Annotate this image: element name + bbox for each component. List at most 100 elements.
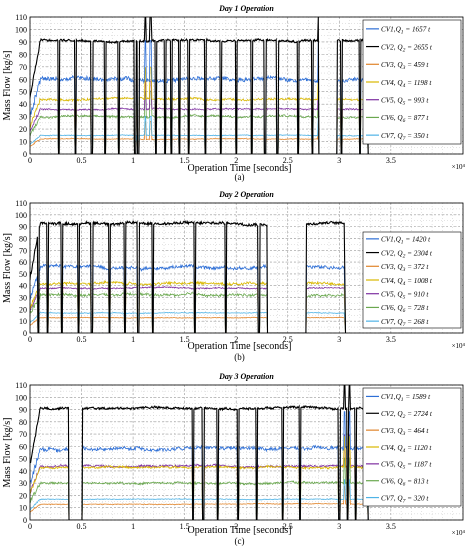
x-tick-label: 2 xyxy=(234,156,238,165)
y-tick-label: 80 xyxy=(19,418,27,427)
y-axis-label: Mass Flow [kg/s] xyxy=(2,50,13,120)
y-tick-label: 60 xyxy=(19,258,27,267)
series-line-cv1 xyxy=(30,263,346,333)
chart-title: Day 2 Operation xyxy=(218,190,274,199)
y-tick-label: 110 xyxy=(15,199,27,208)
x-tick-label: 3.5 xyxy=(386,522,396,531)
legend-entry-cv4: CV4, Q4 = 1120 t xyxy=(381,444,432,454)
x-axis-label: Operation Time [seconds] xyxy=(188,525,292,536)
x-tick-label: 1 xyxy=(131,335,135,344)
series-line-cv2 xyxy=(30,17,369,154)
y-tick-label: 40 xyxy=(19,282,27,291)
series-line-cv2 xyxy=(30,220,347,333)
legend-entry-cv7: CV7, Q7 = 320 t xyxy=(381,494,429,504)
legend-entry-cv1: CV1,Q1 = 1420 t xyxy=(381,236,431,246)
series-line-cv7 xyxy=(30,311,346,333)
x-tick-label: 1.5 xyxy=(180,522,190,531)
y-tick-label: 100 xyxy=(15,393,27,402)
y-tick-label: 40 xyxy=(19,100,27,109)
x-tick-label: 1 xyxy=(131,522,135,531)
legend-entry-cv3: CV3, Q3 = 459 t xyxy=(381,61,429,71)
y-tick-label: 40 xyxy=(19,467,27,476)
x-tick-label: 2.5 xyxy=(283,156,293,165)
x-tick-label: 0 xyxy=(28,335,32,344)
axes-frame xyxy=(29,16,464,155)
y-tick-label: 10 xyxy=(19,504,27,513)
y-tick-label: 20 xyxy=(19,305,27,314)
y-tick-label: 70 xyxy=(19,430,27,439)
legend-entry-cv1: CV1,Q1 = 1589 t xyxy=(381,393,431,403)
y-tick-label: 50 xyxy=(19,270,27,279)
legend: CV1,Q1 = 1657 t CV2, Q2 = 2655 t CV3, Q3 =… xyxy=(362,19,462,145)
legend-entry-cv5: CV5, Q5 = 1187 t xyxy=(381,461,432,471)
y-tick-label: 80 xyxy=(19,50,27,59)
series-line-cv1 xyxy=(30,411,369,520)
y-tick-label: 50 xyxy=(19,455,27,464)
series-line-cv5 xyxy=(30,285,346,333)
chart-panel-2: 0 0.5 1 1.5 2 2.5 3 3.5010203040506070809010011… xyxy=(2,190,466,362)
y-tick-label: 100 xyxy=(15,25,27,34)
x-tick-label: 0 xyxy=(28,522,32,531)
y-tick-label: 90 xyxy=(19,38,27,47)
y-tick-label: 90 xyxy=(19,223,27,232)
legend-entry-cv7: CV7, Q7 = 350 t xyxy=(381,132,429,142)
x-axis-exponent: ×10⁴ xyxy=(452,163,466,171)
legend-entry-cv2: CV2, Q2 = 2304 t xyxy=(381,249,433,259)
x-tick-label: 3 xyxy=(337,156,341,165)
x-axis-label: Operation Time [seconds] xyxy=(188,163,292,174)
legend-entry-cv3: CV3, Q3 = 372 t xyxy=(381,263,429,273)
x-axis-exponent: ×10⁴ xyxy=(452,342,466,350)
legend-entry-cv6: CV6, Q6 = 877 t xyxy=(381,114,429,124)
axes-frame xyxy=(29,384,464,521)
x-tick-label: 2 xyxy=(234,335,238,344)
panel-caption: (c) xyxy=(235,536,245,546)
y-tick-label: 80 xyxy=(19,234,27,243)
x-tick-label: 1 xyxy=(131,156,135,165)
chart-title: Day 3 Operation xyxy=(218,372,274,381)
x-tick-label: 0.5 xyxy=(77,522,87,531)
legend-entry-cv5: CV5, Q5 = 910 t xyxy=(381,291,429,301)
series-line-cv3 xyxy=(30,485,369,520)
x-tick-label: 3.5 xyxy=(386,335,396,344)
legend: CV1,Q1 = 1589 t CV2, Q2 = 2724 t CV3, Q3 =… xyxy=(362,387,462,507)
y-tick-label: 20 xyxy=(19,491,27,500)
y-tick-label: 110 xyxy=(15,13,27,22)
series-line-cv2 xyxy=(30,385,369,520)
legend-entry-cv1: CV1,Q1 = 1657 t xyxy=(381,26,431,36)
y-tick-label: 0 xyxy=(23,150,27,159)
y-tick-label: 20 xyxy=(19,125,27,134)
chart-title: Day 1 Operation xyxy=(218,4,274,13)
x-tick-label: 1.5 xyxy=(180,335,190,344)
series-line-cv6 xyxy=(30,457,369,520)
series-line-cv4 xyxy=(30,279,346,333)
legend-entry-cv6: CV6, Q6 = 728 t xyxy=(381,304,429,314)
y-tick-label: 90 xyxy=(19,406,27,415)
y-axis-label: Mass Flow [kg/s] xyxy=(2,417,13,487)
y-tick-label: 10 xyxy=(19,317,27,326)
x-tick-label: 2.5 xyxy=(283,522,293,531)
x-tick-label: 0.5 xyxy=(77,335,87,344)
chart-panel-3: 0 0.5 1 1.5 2 2.5 3 3.5010203040506070809010011… xyxy=(2,372,466,546)
axes-frame xyxy=(29,202,464,334)
y-tick-label: 60 xyxy=(19,442,27,451)
x-tick-label: 0 xyxy=(28,156,32,165)
x-tick-label: 0.5 xyxy=(77,156,87,165)
series-lines xyxy=(30,220,347,333)
y-tick-label: 30 xyxy=(19,479,27,488)
y-tick-label: 0 xyxy=(23,516,27,525)
x-axis-label: Operation Time [seconds] xyxy=(188,341,292,352)
legend: CV1,Q1 = 1420 t CV2, Q2 = 2304 t CV3, Q3 =… xyxy=(362,231,462,329)
series-line-cv5 xyxy=(30,434,369,520)
series-line-cv7 xyxy=(30,479,369,520)
legend-entry-cv3: CV3, Q3 = 464 t xyxy=(381,427,429,437)
series-line-cv6 xyxy=(30,291,346,333)
y-tick-label: 110 xyxy=(15,381,27,390)
panel-caption: (b) xyxy=(234,352,245,362)
series-lines xyxy=(30,385,369,520)
y-tick-label: 60 xyxy=(19,75,27,84)
legend-entry-cv6: CV6, Q6 = 813 t xyxy=(381,478,429,488)
series-line-cv3 xyxy=(30,316,346,333)
x-tick-label: 3 xyxy=(337,335,341,344)
legend-entry-cv2: CV2, Q2 = 2655 t xyxy=(381,43,433,53)
